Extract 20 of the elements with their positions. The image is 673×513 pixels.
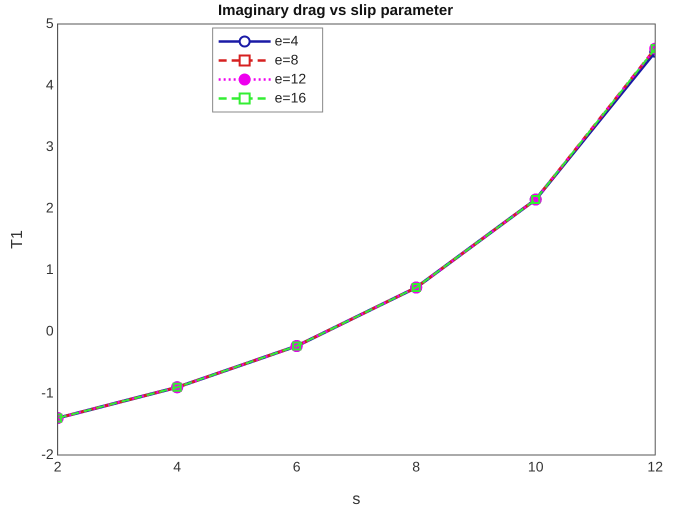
x-tick-label: 10 [528,458,544,474]
y-axis-title: T1 [9,230,26,249]
y-tick-label: 0 [46,322,54,339]
x-tick-label: 6 [292,458,301,474]
y-tick-label: 2 [46,200,54,216]
legend-label: e=8 [274,51,299,68]
x-axis-title: s [352,490,360,508]
legend-label: e=4 [274,32,299,48]
y-tick-label: 4 [46,76,54,92]
x-tick-label: 12 [647,458,664,474]
y-tick-label: 5 [46,14,54,31]
y-tick-label: 1 [46,261,54,278]
legend-label: e=16 [274,89,306,106]
y-tick-label: 3 [46,138,54,154]
x-tick-label: 8 [412,458,420,474]
chart-title: Imaginary drag vs slip parameter [218,2,454,20]
legend-label: e=12 [274,70,306,86]
y-tick-label: -1 [41,384,54,400]
y-tick-label: -2 [41,446,54,462]
x-tick-label: 4 [173,458,182,474]
